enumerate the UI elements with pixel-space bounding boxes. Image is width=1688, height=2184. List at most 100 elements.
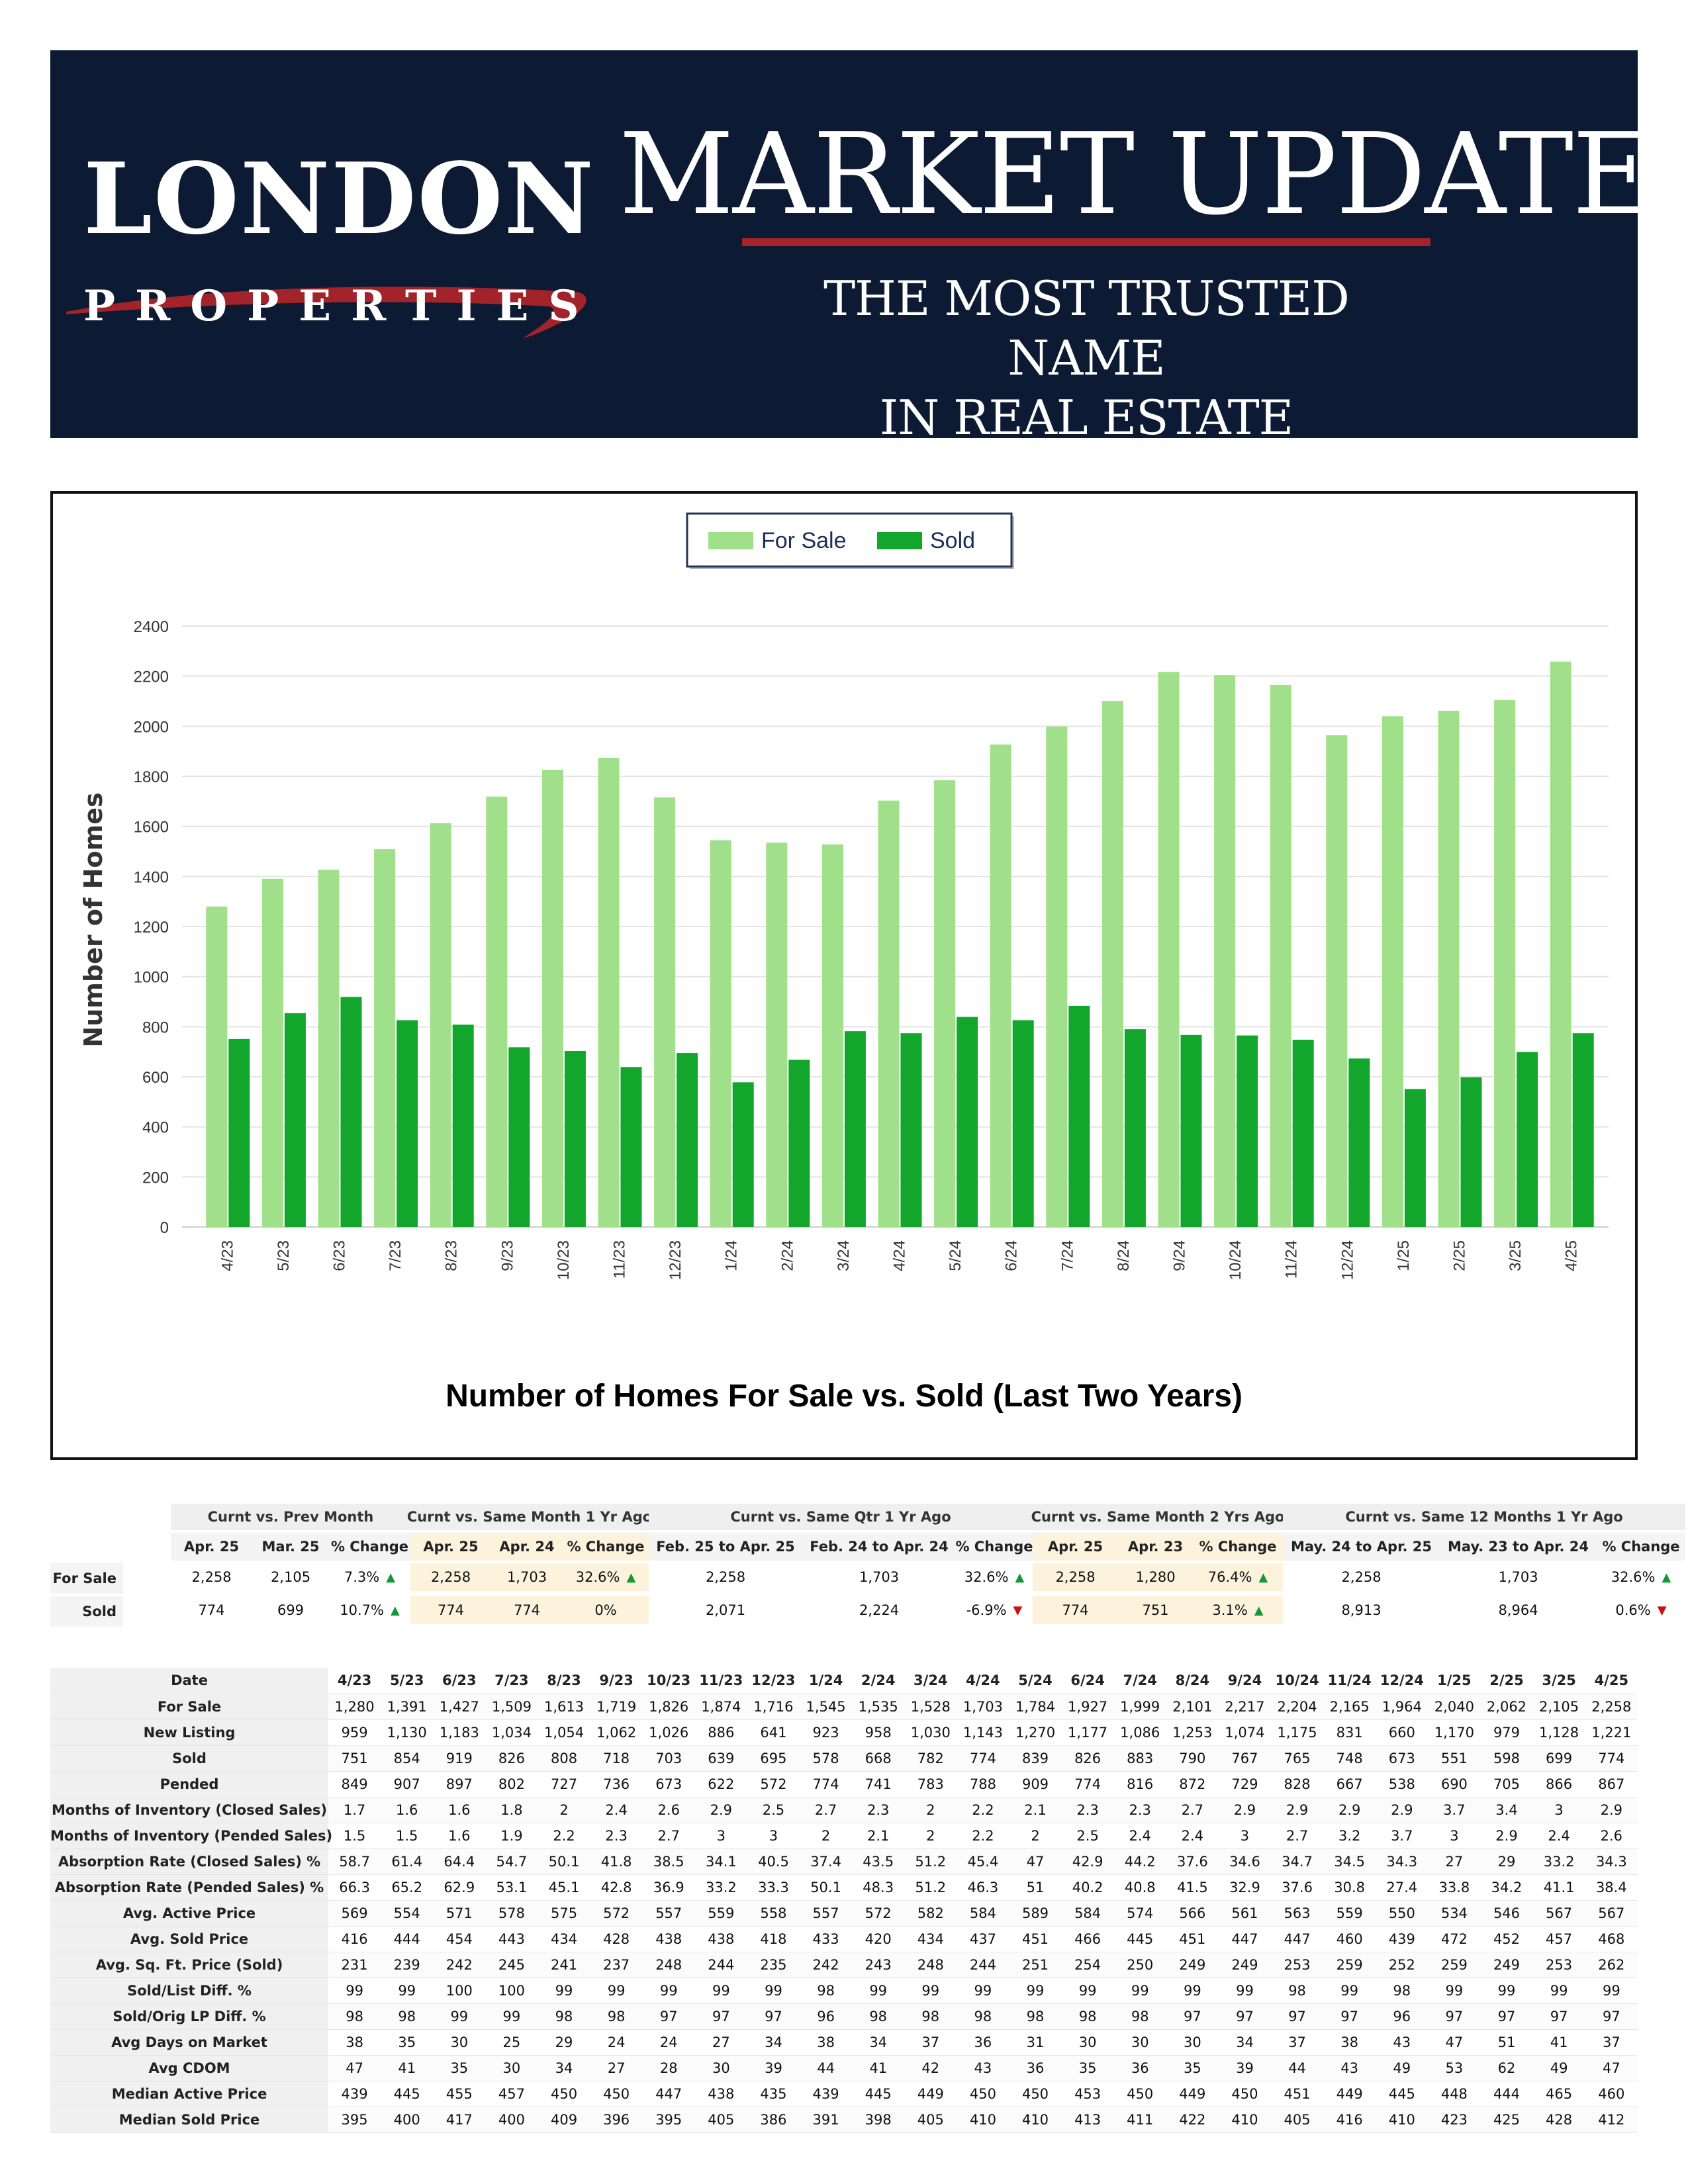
table-cell: 28 — [642, 2055, 695, 2081]
bar-sold — [900, 1033, 922, 1227]
table-cell: 729 — [1218, 1771, 1271, 1797]
table-cell: 50.1 — [800, 1874, 853, 1901]
table-cell: 2,040 — [1428, 1694, 1481, 1720]
table-cell: 457 — [1532, 1926, 1585, 1952]
monthly-stats-table: Date 4/23 5/23 6/23 7/23 8/23 9/23 10/23 11/23 12… — [50, 1668, 1638, 2133]
table-cell: 259 — [1428, 1952, 1481, 1978]
y-tick-label: 1000 — [134, 969, 169, 987]
table-cell: 457 — [485, 2081, 538, 2107]
table-cell: 24 — [642, 2029, 695, 2056]
table-cell: 751 — [328, 1745, 381, 1772]
table-cell: 445 — [852, 2081, 905, 2107]
table-cell: 99 — [1009, 1978, 1062, 2004]
table-cell: 99 — [694, 1978, 747, 2004]
logo-swoosh-icon — [66, 287, 586, 338]
month-header: 10/23 — [642, 1668, 695, 1694]
table-cell: 98 — [852, 2003, 905, 2030]
comparison-number: 2,258 — [1055, 1569, 1096, 1585]
bar-sold — [1572, 1033, 1594, 1227]
table-cell: 99 — [957, 1978, 1009, 2004]
table-cell: 32.9 — [1218, 1874, 1271, 1901]
row-label: New Listing — [50, 1719, 329, 1746]
comparison-number: 8,964 — [1498, 1602, 1538, 1618]
x-tick-label: 9/24 — [1171, 1240, 1189, 1271]
row-label: Avg CDOM — [50, 2055, 329, 2081]
x-tick-label: 2/24 — [778, 1240, 796, 1271]
table-cell: 883 — [1113, 1745, 1166, 1772]
table-cell: 1,528 — [904, 1694, 957, 1720]
table-cell: 788 — [957, 1771, 1009, 1797]
table-cell: 44.2 — [1113, 1848, 1166, 1875]
table-cell: 2.7 — [1166, 1797, 1219, 1823]
table-cell: 97 — [1323, 2003, 1376, 2030]
table-cell: 47 — [328, 2055, 381, 2081]
table-cell: 44 — [800, 2055, 853, 2081]
table-cell: 668 — [852, 1745, 905, 1772]
table-cell: 395 — [642, 2107, 695, 2133]
table-cell: 2.7 — [800, 1797, 853, 1823]
table-header-row: Date 4/23 5/23 6/23 7/23 8/23 9/23 10/23 11/23 12… — [50, 1668, 1638, 1694]
comparison-value: 2,258 — [1033, 1563, 1118, 1591]
bar-for-sale — [1382, 716, 1403, 1227]
table-row: Avg. Sold Price 416 444 454 443 434 428 438 438 4… — [50, 1926, 1638, 1952]
table-cell: 854 — [381, 1745, 434, 1772]
table-cell: 252 — [1376, 1952, 1429, 1978]
table-cell: 839 — [1009, 1745, 1062, 1772]
bar-for-sale — [1046, 726, 1068, 1227]
comparison-number: 1,280 — [1135, 1569, 1176, 1585]
bar-for-sale — [1326, 735, 1348, 1227]
tagline: THE MOST TRUSTED NAME IN REAL ESTATE — [742, 269, 1430, 447]
table-cell: 2.1 — [852, 1823, 905, 1849]
table-cell: 582 — [904, 1900, 957, 1927]
table-cell: 97 — [1585, 2003, 1638, 2030]
table-cell: 30 — [433, 2029, 486, 2056]
y-tick-label: 800 — [142, 1019, 169, 1036]
table-row: Avg Days on Market 38 35 30 25 29 24 24 27 34 38 34… — [50, 2029, 1638, 2056]
y-axis-label: Number of Homes — [79, 792, 108, 1047]
month-header: 4/23 — [328, 1668, 381, 1694]
comparison-value: 1,703 — [1440, 1563, 1597, 1591]
table-cell: 30 — [1166, 2029, 1219, 2056]
table-cell: 42.8 — [590, 1874, 643, 1901]
table-cell: 416 — [328, 1926, 381, 1952]
table-cell: 31 — [1009, 2029, 1062, 2056]
table-cell: 465 — [1532, 2081, 1585, 2107]
tagline-line-2: IN REAL ESTATE — [879, 390, 1293, 445]
comparison-number: 2,258 — [191, 1569, 232, 1585]
table-cell: 98 — [1113, 2003, 1166, 2030]
comparison-group-title: Curnt vs. Same Month 2 Yrs Ago — [1031, 1504, 1284, 1530]
table-cell: 100 — [485, 1978, 538, 2004]
table-cell: 2.4 — [590, 1797, 643, 1823]
bar-for-sale — [1158, 672, 1180, 1227]
x-tick-label: 7/23 — [387, 1240, 404, 1271]
table-cell: 34.7 — [1271, 1848, 1324, 1875]
table-cell: 34 — [747, 2029, 800, 2056]
table-cell: 1,535 — [852, 1694, 905, 1720]
comparison-value: 3.1% ▲ — [1193, 1596, 1283, 1624]
table-cell: 695 — [747, 1745, 800, 1772]
table-cell: 765 — [1271, 1745, 1324, 1772]
table-cell: 3.7 — [1376, 1823, 1429, 1849]
table-cell: 97 — [1166, 2003, 1219, 2030]
comparison-number: 774 — [198, 1602, 225, 1618]
comparison-value: 32.6% ▲ — [1597, 1563, 1685, 1591]
comparison-value: 1,280 — [1118, 1563, 1193, 1591]
table-cell: 705 — [1480, 1771, 1533, 1797]
table-cell: 43.5 — [852, 1848, 905, 1875]
percent-change: 10.7% — [340, 1602, 384, 1618]
percent-change: 3.1% — [1212, 1602, 1248, 1618]
table-cell: 2.9 — [1480, 1823, 1533, 1849]
comparison-number: 2,258 — [705, 1569, 746, 1585]
bar-for-sale — [1270, 684, 1291, 1227]
table-cell: 98 — [1271, 1978, 1324, 2004]
table-cell: 897 — [433, 1771, 486, 1797]
comparison-group-title: Curnt vs. Same Month 1 Yr Ago — [407, 1504, 652, 1530]
table-cell: 826 — [485, 1745, 538, 1772]
bar-for-sale — [1102, 701, 1123, 1227]
table-cell: 27 — [590, 2055, 643, 2081]
comparison-value: 774 — [171, 1596, 252, 1624]
arrow-up-icon: ▲ — [626, 1570, 636, 1584]
month-header: 10/24 — [1271, 1668, 1324, 1694]
month-header: 6/23 — [433, 1668, 486, 1694]
table-cell: 1,170 — [1428, 1719, 1481, 1746]
